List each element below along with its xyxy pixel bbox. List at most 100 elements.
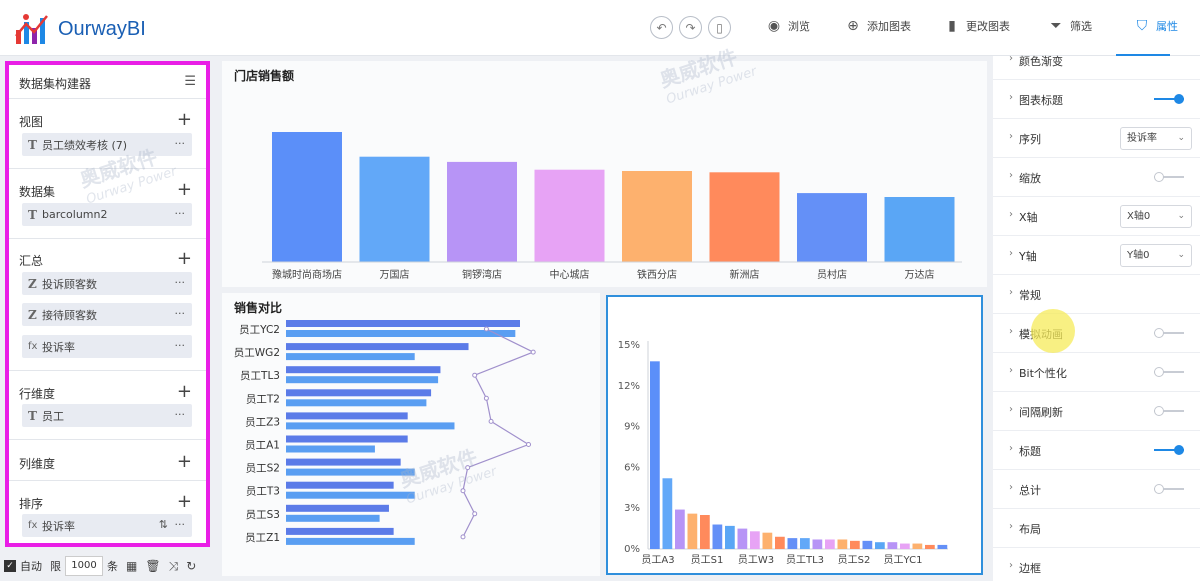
property-row[interactable]: › Bit个性化 — [993, 353, 1200, 392]
bar[interactable] — [825, 539, 835, 549]
property-row[interactable]: › 标题 — [993, 431, 1200, 470]
bar[interactable] — [622, 171, 692, 262]
more-icon[interactable]: ··· — [174, 276, 186, 289]
bar[interactable] — [709, 172, 780, 262]
bar[interactable] — [534, 169, 605, 262]
add-summary-button[interactable]: + — [176, 248, 192, 269]
property-row[interactable]: › 布局 — [993, 509, 1200, 548]
bar[interactable] — [797, 193, 867, 262]
bar[interactable] — [912, 543, 923, 549]
store-sales-chart-card[interactable]: 门店销售额 豫城时尚商场店 万国店 铜锣湾店 中心城店 铁西分店 新洲店 员村店 万达店 — [222, 61, 987, 287]
bar[interactable] — [787, 538, 798, 549]
bar[interactable] — [937, 544, 948, 549]
property-select[interactable]: 投诉率 ⌄ — [1120, 127, 1192, 150]
bar[interactable] — [286, 468, 415, 476]
bar[interactable] — [286, 537, 415, 545]
property-row[interactable]: ›模拟动画 — [993, 314, 1200, 353]
sales-compare-chart-card[interactable]: 销售对比 员工YC2 员工WG2 员工TL3 员工T2 员工Z3 员工A1 员工S2 员工T3… — [222, 293, 600, 576]
property-row[interactable]: › 图表标题 — [993, 80, 1200, 119]
limit-input[interactable]: 1000 — [65, 556, 103, 576]
bar[interactable] — [775, 536, 785, 549]
line-point[interactable] — [483, 395, 489, 401]
toggle-switch[interactable] — [1154, 172, 1184, 182]
sort-order-icon[interactable]: ⇅ — [158, 518, 168, 531]
property-row[interactable]: › 边框 — [993, 548, 1200, 581]
bar[interactable] — [286, 527, 394, 535]
line-point[interactable] — [526, 442, 532, 447]
bar[interactable] — [286, 376, 439, 384]
bar[interactable] — [286, 458, 401, 466]
line-point[interactable] — [488, 418, 494, 424]
toggle-switch[interactable] — [1154, 94, 1184, 104]
property-row[interactable]: › 常规 — [993, 275, 1200, 314]
browse-button[interactable]: ◉ 浏览 — [766, 18, 810, 34]
bar[interactable] — [286, 412, 408, 420]
complaint-rate-chart-card[interactable]: 15% 12% 9% 6% 3% 0% 员工A3 员工S1 员工W3 员工TL3 员工S2 员工YC1 — [606, 295, 983, 575]
bar[interactable] — [725, 525, 735, 549]
add-sort-button[interactable]: + — [176, 491, 192, 512]
bar[interactable] — [884, 197, 955, 262]
change-chart-button[interactable]: ▮ 更改图表 — [944, 18, 1010, 34]
add-view-button[interactable]: + — [176, 109, 192, 130]
bar[interactable] — [447, 161, 517, 262]
bar[interactable] — [800, 538, 810, 549]
bar[interactable] — [272, 132, 342, 262]
bar[interactable] — [286, 330, 516, 337]
property-select[interactable]: X轴0 ⌄ — [1120, 205, 1192, 228]
bar[interactable] — [887, 542, 898, 549]
bar[interactable] — [286, 399, 427, 407]
bar[interactable] — [286, 481, 394, 489]
bar[interactable] — [875, 542, 885, 549]
property-row[interactable]: › 间隔刷新 — [993, 392, 1200, 431]
property-select[interactable]: Y轴0 ⌄ — [1120, 244, 1192, 267]
bar[interactable] — [700, 515, 710, 549]
property-row[interactable]: › Y轴 Y轴0 ⌄ — [993, 236, 1200, 275]
bar[interactable] — [286, 389, 432, 397]
more-icon[interactable]: ··· — [174, 207, 186, 220]
line-point[interactable] — [483, 326, 489, 332]
bar[interactable] — [850, 540, 860, 549]
bar[interactable] — [662, 478, 673, 549]
summary-item[interactable]: Z 投诉顾客数 ··· — [22, 272, 192, 295]
bar[interactable] — [837, 539, 848, 549]
bar[interactable] — [286, 320, 520, 327]
bar[interactable] — [286, 504, 389, 512]
view-item[interactable]: T 员工绩效考核 (7) ··· — [22, 133, 192, 156]
property-row[interactable]: › X轴 X轴0 ⌄ — [993, 197, 1200, 236]
more-icon[interactable]: ··· — [174, 307, 186, 320]
sort-item[interactable]: fx 投诉率 ⇅ ··· — [22, 514, 192, 537]
summary-item[interactable]: Z 接待顾客数 ··· — [22, 303, 192, 326]
filter-button[interactable]: ⏷ 筛选 — [1048, 18, 1092, 34]
bar[interactable] — [286, 435, 408, 443]
bar[interactable] — [687, 513, 698, 549]
redo-button[interactable]: ↷ — [679, 16, 702, 39]
bar[interactable] — [737, 528, 748, 549]
bar[interactable] — [286, 343, 469, 351]
bar[interactable] — [712, 524, 723, 549]
bar[interactable] — [286, 366, 441, 374]
auto-checkbox[interactable]: ✓ — [4, 560, 16, 572]
row-dim-item[interactable]: T 员工 ··· — [22, 404, 192, 427]
bar[interactable] — [286, 445, 375, 453]
toggle-switch[interactable] — [1154, 367, 1184, 377]
line-point[interactable] — [472, 511, 478, 517]
more-icon[interactable]: ··· — [174, 408, 186, 421]
more-icon[interactable]: ··· — [174, 339, 186, 352]
property-row[interactable]: › 缩放 — [993, 158, 1200, 197]
line-point[interactable] — [460, 534, 466, 540]
add-dataset-button[interactable]: + — [176, 179, 192, 200]
bar[interactable] — [925, 544, 935, 549]
collapse-panel-icon[interactable]: ☰ — [184, 74, 196, 89]
add-chart-button[interactable]: ⊕ 添加图表 — [845, 18, 911, 34]
undo-button[interactable]: ↶ — [650, 16, 673, 39]
toggle-switch[interactable] — [1154, 445, 1184, 455]
add-col-dim-button[interactable]: + — [176, 451, 192, 472]
summary-item[interactable]: fx 投诉率 ··· — [22, 335, 192, 358]
bar[interactable] — [359, 156, 430, 262]
line-point[interactable] — [472, 372, 478, 378]
shuffle-icon[interactable]: ⤨ — [168, 558, 179, 573]
mobile-view-button[interactable]: ▯ — [708, 16, 731, 39]
bar[interactable] — [286, 514, 380, 522]
bar[interactable] — [750, 531, 760, 549]
line-point[interactable] — [460, 488, 466, 494]
